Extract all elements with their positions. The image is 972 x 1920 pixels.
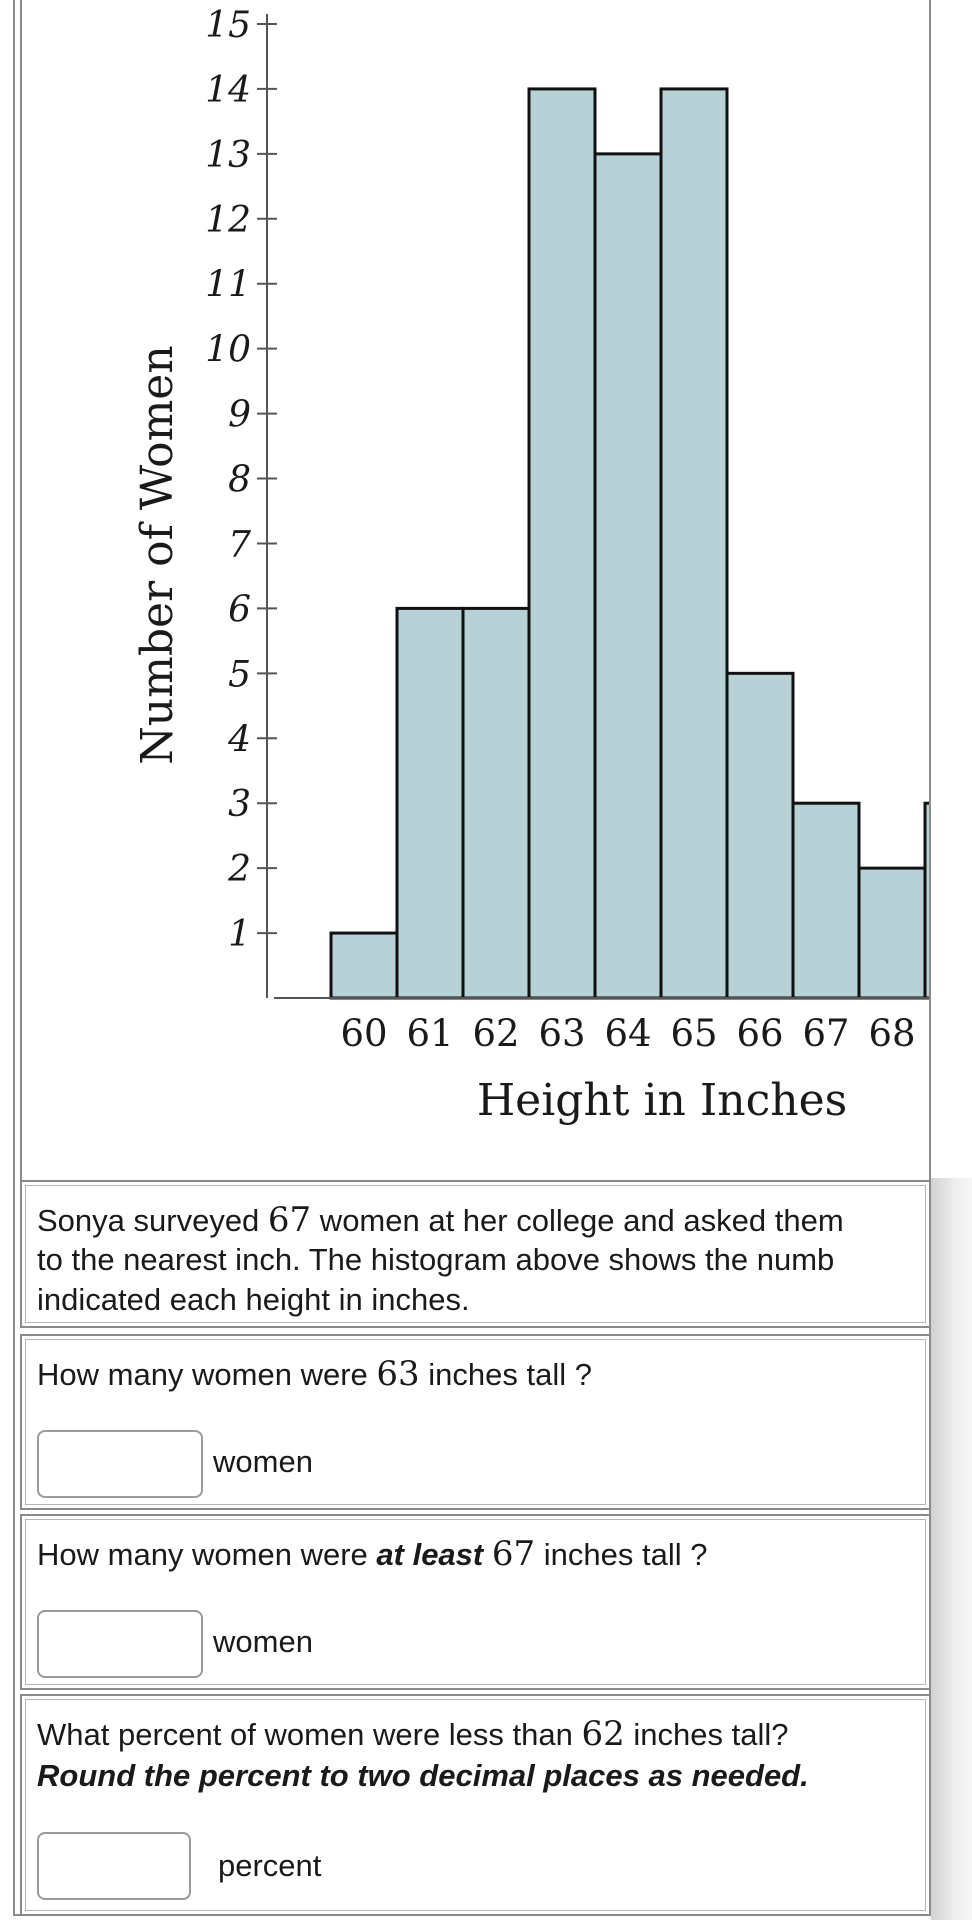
question-1-box: How many women were 63 inches tall ? wom… (20, 1334, 931, 1510)
x-tick-label: 67 (802, 1012, 849, 1055)
x-tick-label: 62 (472, 1012, 519, 1055)
x-axis: 60616263646566676869 (274, 997, 929, 1055)
x-axis-title: Height in Inches (477, 1075, 847, 1126)
q3-answer-input[interactable] (37, 1832, 191, 1900)
q1-text-pre: How many women were (37, 1357, 377, 1392)
histogram-bar (857, 866, 927, 1000)
y-tick-label: 7 (228, 524, 251, 565)
x-tick-label: 64 (604, 1012, 651, 1055)
intro-line-3: indicated each height in inches. (37, 1282, 470, 1317)
bars (329, 87, 929, 1000)
histogram-bar (791, 801, 861, 1000)
intro-line-1: Sonya surveyed 67 women at her college a… (37, 1200, 844, 1241)
q2-answer-input[interactable] (37, 1610, 203, 1678)
question-2-text: How many women were at least 67 inches t… (37, 1534, 707, 1575)
intro-box: Sonya surveyed 67 women at her college a… (20, 1180, 931, 1328)
intro-line-2: to the nearest inch. The histogram above… (37, 1242, 835, 1277)
q1-height: 63 (376, 1354, 420, 1394)
question-2-box: How many women were at least 67 inches t… (20, 1514, 931, 1690)
y-tick-label: 1 (228, 914, 251, 955)
y-tick-label: 4 (227, 719, 251, 760)
x-tick-label: 60 (340, 1012, 387, 1055)
q2-text-post: inches tall ? (535, 1537, 708, 1572)
y-tick-label: 12 (205, 200, 251, 241)
q1-answer-input[interactable] (37, 1430, 203, 1498)
y-tick-label: 10 (205, 330, 251, 371)
q1-unit-label: women (213, 1444, 313, 1479)
histogram-bar (329, 931, 399, 1000)
histogram-bar (659, 87, 729, 1000)
question-3-text: What percent of women were less than 62 … (37, 1714, 788, 1755)
y-tick-label: 3 (228, 784, 251, 825)
x-tick-label: 63 (538, 1012, 585, 1055)
y-tick-label: 14 (205, 70, 251, 111)
q3-text-pre: What percent of women were less than (37, 1717, 582, 1752)
q2-emphasis: at least (376, 1537, 484, 1572)
question-1-text: How many women were 63 inches tall ? (37, 1354, 592, 1395)
q3-unit-label: percent (218, 1848, 322, 1883)
q3-text-post: inches tall? (624, 1717, 789, 1752)
histogram-bar (923, 801, 929, 1000)
x-tick-label: 68 (868, 1012, 915, 1055)
histogram-bar (593, 152, 663, 1000)
q2-height: 67 (491, 1534, 536, 1574)
q3-height: 62 (581, 1714, 625, 1754)
y-tick-label: 2 (227, 849, 251, 890)
intro-text-post: women at her college and asked them (311, 1203, 844, 1238)
y-tick-label: 9 (228, 395, 251, 436)
x-tick-label: 61 (406, 1012, 453, 1055)
intro-text-pre: Sonya surveyed (37, 1203, 268, 1238)
x-tick-label: 66 (736, 1012, 783, 1055)
y-axis-title: Number of Women (132, 345, 183, 764)
intro-count: 67 (267, 1200, 312, 1240)
question-3-box: What percent of women were less than 62 … (20, 1694, 931, 1916)
histogram-bar (395, 606, 465, 1000)
y-tick-label: 15 (205, 5, 251, 46)
q2-text-pre: How many women were (37, 1537, 377, 1572)
histogram-bar (527, 87, 597, 1000)
scroll-edge-shadow (931, 1178, 972, 1920)
y-tick-label: 11 (205, 265, 251, 306)
x-tick-label: 65 (670, 1012, 717, 1055)
y-tick-label: 8 (228, 460, 251, 501)
histogram-bar (725, 671, 795, 1000)
histogram-bar (461, 606, 531, 1000)
q1-text-post: inches tall ? (419, 1357, 592, 1392)
q3-instruction: Round the percent to two decimal places … (37, 1758, 809, 1793)
q2-unit-label: women (213, 1624, 313, 1659)
y-tick-label: 5 (228, 654, 251, 695)
histogram-panel: 1 2 3 4 5 6 7 8 9 10 11 12 13 14 15 60 61 62 63 64 65 66 67 68… (20, 0, 931, 1184)
y-tick-label: 13 (205, 135, 251, 176)
y-tick-label: 6 (228, 589, 251, 630)
